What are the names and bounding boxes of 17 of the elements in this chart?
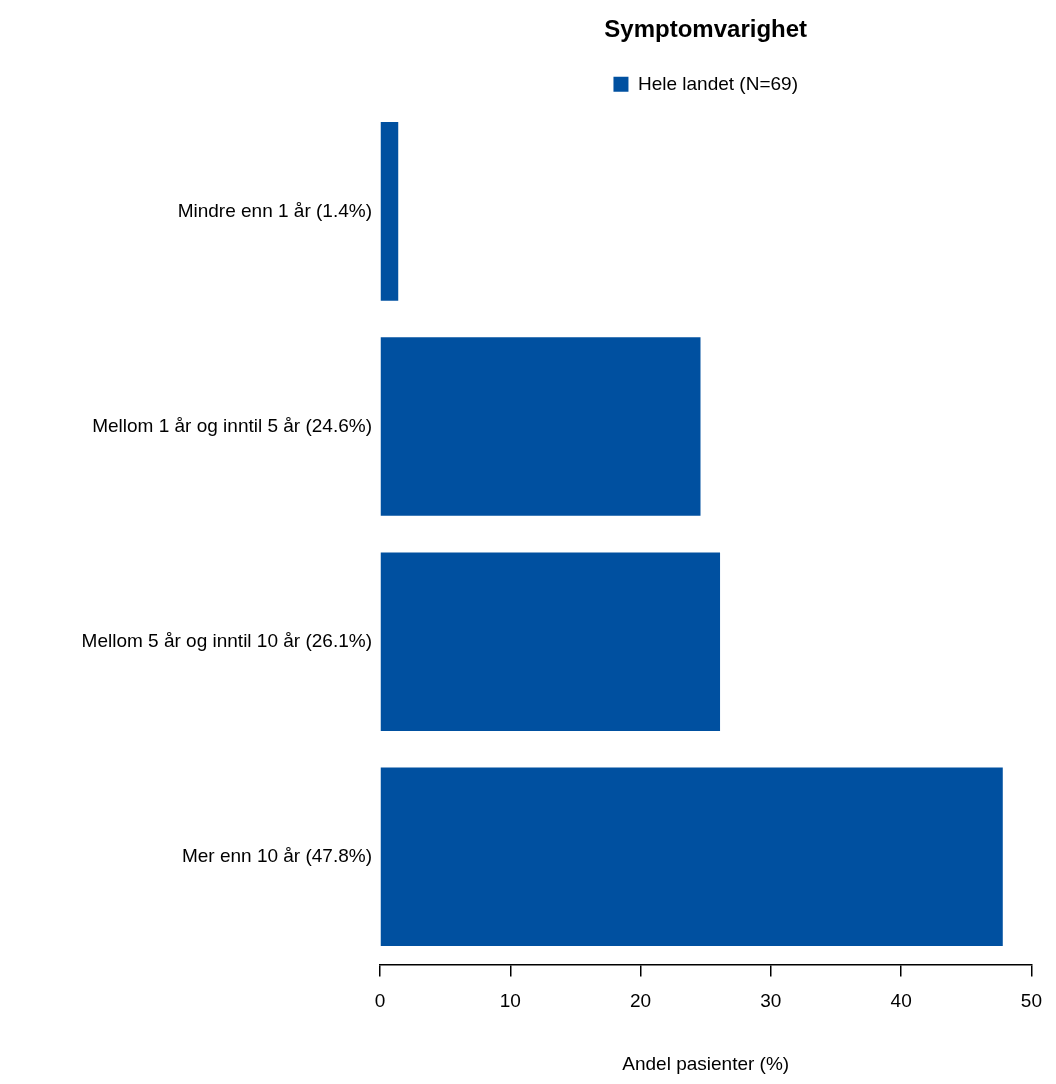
x-tick-label: 40 [890, 990, 912, 1012]
x-tick-label: 50 [1020, 990, 1042, 1012]
y-tick-label: Mindre enn 1 år (1.4%) [177, 199, 372, 221]
y-tick-label: Mellom 5 år og inntil 10 år (26.1%) [81, 629, 372, 651]
chart-title: Symptomvarighet [604, 15, 808, 43]
x-tick-label: 10 [499, 990, 521, 1012]
x-tick-label: 20 [630, 990, 652, 1012]
bar [380, 552, 721, 731]
y-tick-label: Mer enn 10 år (47.8%) [181, 845, 372, 867]
x-tick-label: 0 [374, 990, 386, 1012]
bar [380, 122, 399, 301]
x-axis-title: Andel pasienter (%) [622, 1052, 790, 1074]
x-tick-label: 30 [760, 990, 782, 1012]
bar [380, 337, 701, 516]
legend-label: Hele landet (N=69) [637, 72, 798, 94]
y-tick-label: Mellom 1 år og inntil 5 år (24.6%) [92, 414, 372, 436]
bar [380, 767, 1003, 947]
